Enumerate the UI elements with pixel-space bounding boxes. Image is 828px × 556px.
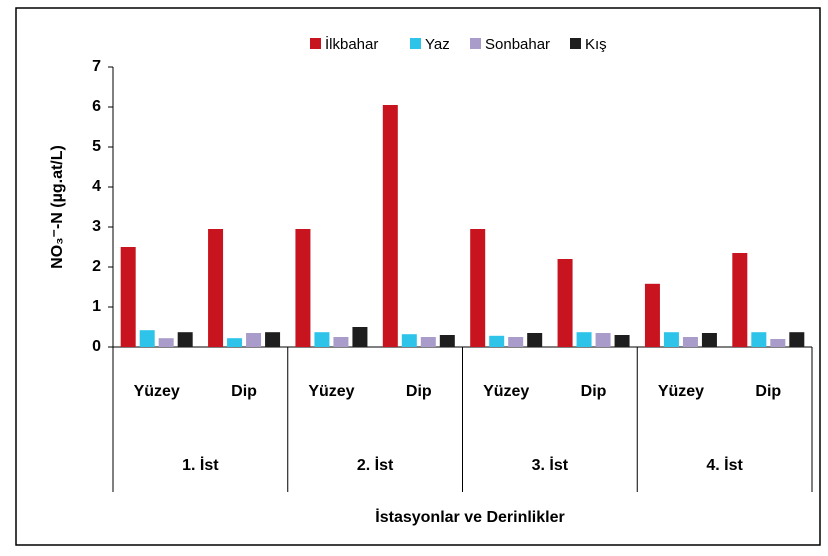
x-tick-label: Dip [231,383,257,400]
bar [595,333,611,347]
bar [770,339,786,347]
bar [644,283,660,347]
bar [751,332,767,347]
bar [120,247,136,347]
bar [265,332,281,347]
y-axis-title: NO₃⁻-N (µg.at/L) [49,145,66,269]
legend-label: Yaz [425,36,450,53]
frame [15,7,821,546]
group-label: 3. İst [532,456,569,474]
bar [227,338,243,347]
bar [382,105,398,347]
legend-label: Kış [585,36,607,53]
y-tick-label: 3 [92,218,101,235]
x-tick-label: Yüzey [134,383,180,400]
bar [177,332,193,347]
y-tick-label: 2 [92,258,101,275]
x-tick-label: Dip [755,383,781,400]
bar [489,335,505,347]
y-tick-label: 7 [92,58,101,75]
bar [208,229,224,347]
legend-swatch [310,38,321,49]
x-tick-label: Yüzey [308,383,354,400]
x-tick-label: Yüzey [483,383,529,400]
bar [576,332,592,347]
y-tick-label: 5 [92,138,101,155]
y-tick-label: 6 [92,98,101,115]
legend-swatch [570,38,581,49]
y-tick-label: 0 [92,338,101,355]
bar [508,337,524,347]
x-axis-title: İstasyonlar ve Derinlikler [375,508,564,526]
legend-swatch [470,38,481,49]
bar [732,253,748,347]
bar [470,229,486,347]
bar [314,332,330,347]
legend-label: Sonbahar [485,36,550,53]
bar [789,332,805,347]
y-tick-label: 4 [92,178,101,195]
bar [158,338,174,347]
y-tick-label: 1 [92,298,101,315]
bar [401,334,417,347]
bar [420,337,436,347]
bar [333,337,349,347]
x-tick-label: Dip [406,383,432,400]
legend-swatch [410,38,421,49]
group-label: 4. İst [706,456,743,474]
bar [682,337,698,347]
bar [557,259,573,347]
group-label: 2. İst [357,456,394,474]
bar [663,332,679,347]
bar [701,333,717,347]
x-tick-label: Yüzey [658,383,704,400]
group-label: 1. İst [182,456,219,474]
bar [352,327,368,347]
bar [246,333,262,347]
bar [439,335,455,347]
bar [527,333,543,347]
bar [614,335,630,347]
bar [139,330,155,347]
bar [295,229,311,347]
legend-label: İlkbahar [325,35,378,53]
x-tick-label: Dip [581,383,607,400]
